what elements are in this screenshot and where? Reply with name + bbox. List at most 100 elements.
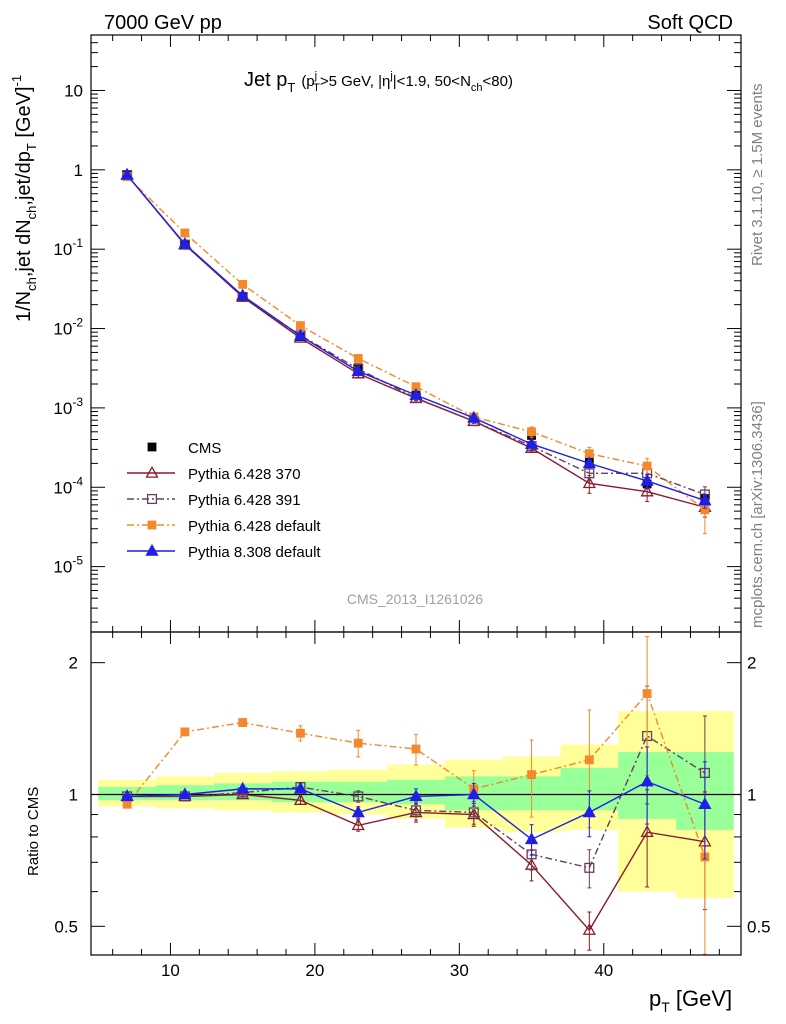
data-point [411, 382, 421, 392]
data-point [178, 787, 192, 800]
data-point [409, 387, 423, 400]
x-tick-label: 20 [305, 961, 324, 980]
legend-marker [145, 465, 159, 478]
legend-item: Pythia 6.428 391 [127, 492, 301, 509]
header-right: Soft QCD [647, 12, 733, 34]
series-line [127, 734, 706, 869]
mcplots-label: mcplots.cern.ch [arXiv:1306.3436] [749, 401, 766, 628]
data-point [584, 755, 594, 765]
data-point [524, 436, 539, 449]
ratio-y-tick-label: 2 [69, 654, 78, 673]
data-point [584, 449, 594, 459]
analysis-watermark: CMS_2013_I1261026 [347, 591, 483, 607]
plot-title: Jet pT (pj T>5 GeV, |ηj|<1.9, 50<Nch<80) [244, 69, 513, 95]
data-point [582, 923, 596, 935]
data-point [351, 364, 365, 376]
ratio-ylabel: Ratio to CMS [25, 787, 42, 876]
data-point [293, 328, 308, 341]
data-point [353, 354, 363, 363]
data-point [293, 781, 308, 794]
data-point [410, 805, 422, 816]
data-point [640, 774, 654, 787]
y-tick-label: 10-4 [53, 474, 83, 497]
ratio-frame [90, 631, 742, 956]
data-point [296, 728, 305, 738]
data-point [582, 456, 596, 469]
data-point [584, 862, 595, 873]
data-point [238, 718, 248, 727]
data-point [411, 744, 421, 754]
data-point [180, 727, 190, 737]
ratio-y-tick-label-right: 1 [747, 785, 756, 804]
legend: CMS Pythia 6.428 370 Pythia 6.428 391 Pythi… [127, 440, 321, 561]
legend-marker [147, 442, 157, 452]
legend-label: Pythia 6.428 391 [188, 492, 301, 509]
data-point [467, 410, 481, 423]
legend-label: Pythia 6.428 default [188, 518, 321, 535]
legend-marker [147, 520, 157, 530]
data-point [238, 279, 248, 289]
data-point [642, 461, 652, 471]
legend-marker [145, 543, 159, 556]
data-point [353, 791, 364, 802]
data-point [640, 825, 654, 838]
data-point [120, 167, 134, 180]
data-point [582, 476, 596, 489]
data-point [236, 288, 250, 301]
x-tick-label: 30 [450, 961, 469, 980]
data-point [293, 793, 308, 806]
data-point [642, 689, 652, 698]
rivet-label: Rivet 3.1.10, ≥ 1.5M events [749, 84, 766, 267]
data-point [409, 789, 423, 802]
ratio-series-layer [120, 636, 712, 955]
ratio-y-tick-label: 1 [69, 785, 78, 804]
series-line [126, 174, 706, 508]
ratio-y-tick-label: 0.5 [54, 917, 78, 936]
legend-label: Pythia 8.308 default [188, 544, 321, 561]
data-point [698, 797, 712, 810]
axes-layer: 10 20 30 40 10-5 10-4 10-3 10-2 10-1 1 10 0.5 0.5 1 1 2… [53, 34, 771, 980]
main-ylabel: 1/Nch,jet dNch,jet/dpT [GeV]-1 [9, 75, 39, 322]
ratio-y-tick-label-right: 0.5 [747, 917, 771, 936]
y-tick-label: 10-3 [53, 395, 83, 418]
main-series-pythia-6-428-370 [120, 167, 712, 518]
data-point [640, 484, 654, 497]
ratio-y-tick-label-right: 2 [747, 654, 756, 673]
data-point [700, 505, 710, 515]
legend-label: Pythia 6.428 370 [188, 466, 301, 483]
data-point [236, 787, 250, 800]
data-point [353, 738, 363, 748]
data-point [180, 228, 190, 238]
data-point [467, 787, 481, 800]
y-tick-label: 1 [74, 161, 83, 180]
data-point [640, 473, 654, 486]
data-point [698, 493, 712, 506]
y-tick-label: 10-2 [53, 316, 83, 339]
xlabel: pT [GeV] [649, 986, 732, 1015]
data-point [584, 468, 595, 479]
data-point [527, 427, 536, 437]
data-point [351, 805, 365, 818]
legend-item: Pythia 6.428 default [127, 518, 321, 535]
y-tick-label: 10-5 [53, 554, 83, 577]
legend-marker [146, 493, 158, 505]
x-tick-label: 40 [594, 961, 613, 980]
data-point [178, 236, 192, 249]
series-line [126, 176, 706, 511]
data-point [524, 832, 539, 845]
data-point [236, 781, 250, 794]
legend-item: CMS [147, 440, 221, 457]
main-frame [90, 34, 742, 633]
header-left: 7000 GeV pp [104, 12, 222, 34]
data-point [527, 770, 536, 780]
data-point [296, 321, 305, 330]
y-tick-label: 10 [64, 81, 83, 100]
legend-item: Pythia 6.428 370 [127, 465, 301, 483]
data-point [351, 818, 365, 831]
data-point [120, 789, 134, 802]
legend-item: Pythia 8.308 default [127, 543, 321, 561]
legend-label: CMS [188, 440, 221, 457]
main-series-layer [120, 167, 712, 535]
ratio-series-pythia-8-308-default [120, 746, 712, 860]
